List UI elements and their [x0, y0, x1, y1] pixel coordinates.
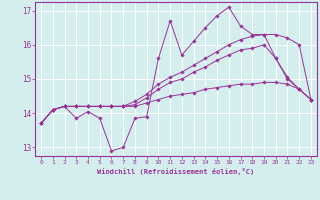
X-axis label: Windchill (Refroidissement éolien,°C): Windchill (Refroidissement éolien,°C): [97, 168, 255, 175]
